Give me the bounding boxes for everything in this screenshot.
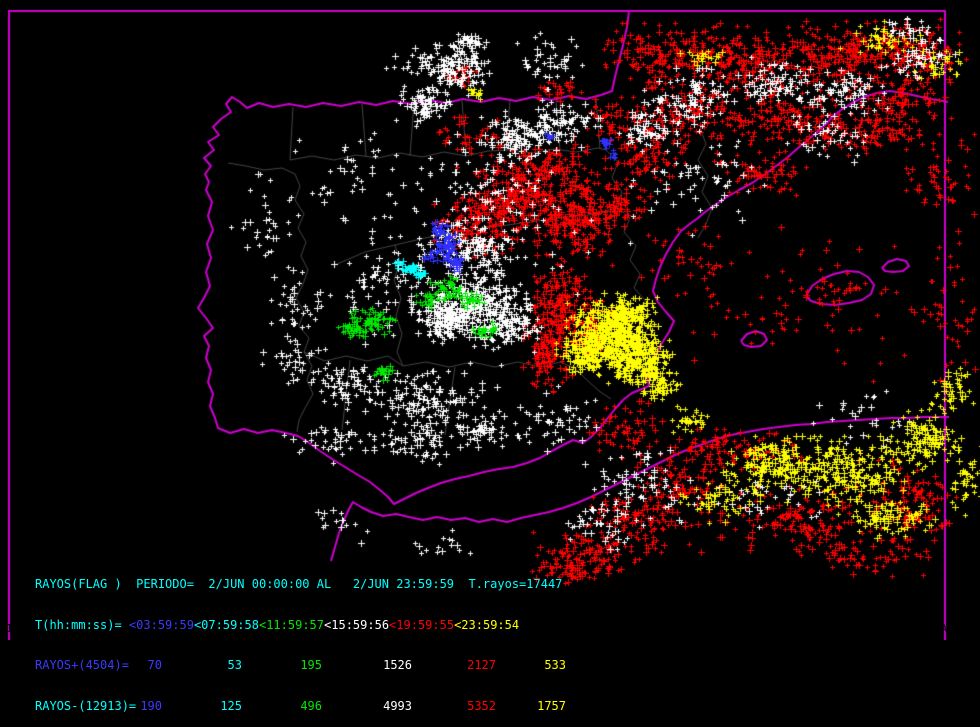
rayos-minus-values: 190 125 496 4993 5352 1757 [136, 698, 566, 714]
map-title-date: RAYOS dia: 02 Jun 2018 [597, 585, 862, 603]
count-value: 70 [147, 658, 162, 672]
status-line-rayos-minus: RAYOS-(12913)= 190 125 496 4993 5352 1757 [35, 698, 566, 714]
time-bin: <19:59:55 [389, 617, 455, 632]
count-value: 533 [544, 658, 566, 672]
period-text: RAYOS(FLAG ) PERIODO= 2/JUN 00:00:00 AL … [35, 577, 563, 591]
count-value: 53 [227, 658, 242, 672]
time-bin: <11:59:57 [258, 617, 325, 632]
status-readout: RAYOS(FLAG ) PERIODO= 2/JUN 00:00:00 AL … [35, 551, 566, 727]
time-bin: <03:59:59 [128, 617, 194, 632]
rayos-plus-label: RAYOS+(4504)= [35, 658, 129, 672]
time-bin: <23:59:54 [454, 617, 520, 632]
count-value: 195 [300, 658, 322, 672]
lightning-map-canvas [0, 0, 980, 640]
time-bins-label: T(hh:mm:ss)= [35, 617, 129, 632]
status-line-rayos-plus: RAYOS+(4504)= 70 53 195 1526 2127 533 [35, 658, 566, 673]
count-value: 190 [140, 698, 162, 713]
frame-number: 1 [6, 622, 13, 635]
mcidas-brand-label: McIDAS [914, 622, 954, 635]
mcidas-display: { "colors": { "background": "#000000", "… [0, 0, 980, 712]
time-bins: <03:59:59<07:59:58<11:59:57<15:59:56<19:… [129, 618, 519, 632]
count-value: 4993 [383, 698, 412, 713]
status-line-period: RAYOS(FLAG ) PERIODO= 2/JUN 00:00:00 AL … [35, 577, 566, 592]
status-line-times: T(hh:mm:ss)= <03:59:59<07:59:58<11:59:57… [35, 617, 566, 633]
count-value: 1757 [537, 698, 566, 713]
time-bin: <07:59:58 [193, 617, 259, 632]
count-value: 1526 [383, 658, 412, 672]
rayos-plus-values: 70 53 195 1526 2127 533 [136, 658, 566, 673]
time-bin: <15:59:56 [324, 617, 390, 632]
rayos-minus-label: RAYOS-(12913)= [35, 698, 137, 713]
count-value: 496 [300, 698, 322, 713]
count-value: 2127 [467, 658, 496, 672]
count-value: 5352 [467, 698, 496, 713]
count-value: 125 [220, 698, 242, 713]
